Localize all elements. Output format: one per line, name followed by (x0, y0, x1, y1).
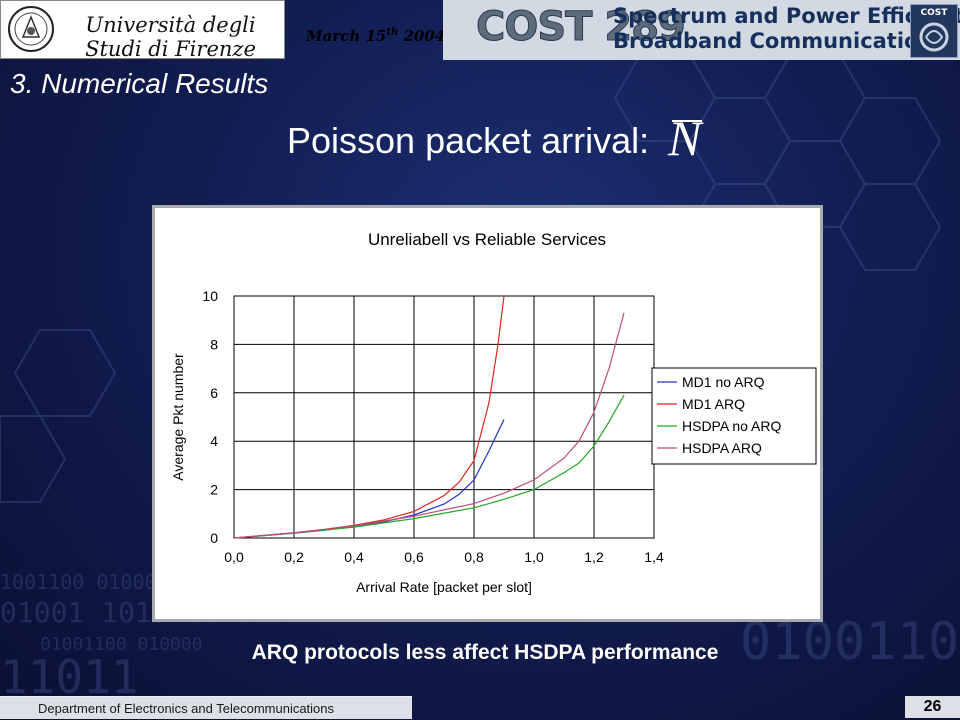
y-tick-label: 0 (210, 530, 218, 546)
cost-subtitle-line2: Broadband Communications (613, 29, 946, 53)
cost-banner: COST 289 Spectrum and Power Efficient Br… (443, 0, 960, 60)
slide-title: Poisson packet arrival: (287, 120, 650, 161)
cost-subtitle-line1: Spectrum and Power Efficient (613, 4, 960, 28)
cost-emblem-icon (919, 22, 949, 52)
presentation-date: March 15th 2004 (306, 27, 445, 45)
slide-caption: ARQ protocols less affect HSDPA performa… (251, 641, 719, 664)
date-month-day: March 15 (306, 27, 387, 45)
background-binary-text: 0100110 (740, 612, 960, 672)
y-tick-label: 4 (210, 433, 218, 449)
cost-title: COST 289 (476, 4, 687, 51)
section-title: 3. Numerical Results (10, 68, 269, 99)
legend-entry: HSDPA ARQ (682, 440, 762, 456)
date-ordinal: th (386, 27, 399, 38)
series-line-1 (233, 419, 505, 539)
x-tick-label: 1,4 (644, 549, 664, 565)
y-tick-label: 8 (210, 336, 218, 352)
x-tick-label: 0,2 (284, 549, 304, 565)
page-number: 26 (923, 698, 942, 715)
university-seal-icon (8, 6, 54, 52)
title-variable: N (668, 110, 702, 166)
cost-badge: COST (910, 4, 958, 58)
footer-bar: Department of Electronics and Telecommun… (0, 696, 412, 719)
legend-box (651, 367, 817, 465)
legend-entry: MD1 ARQ (682, 396, 745, 412)
university-logo: Università degli Studi di Firenze (0, 0, 285, 61)
line-chart: Unreliabell vs Reliable Services 0,0 0,2 0,… (170, 230, 817, 595)
x-tick-label: 1,2 (584, 549, 604, 565)
footer-department: Department of Electronics and Telecommun… (38, 701, 335, 716)
x-tick-label: 0,6 (404, 549, 424, 565)
x-tick-label: 0,0 (224, 549, 244, 565)
chart-frame: Unreliabell vs Reliable Services 0,0 0,2 0,… (152, 205, 823, 622)
university-name: Università degli Studi di Firenze (85, 13, 256, 61)
series-line-3 (233, 394, 625, 539)
page-number-box: 26 (905, 696, 960, 718)
y-axis-label: Average Pkt number (170, 353, 186, 481)
legend-entry: MD1 no ARQ (682, 374, 765, 390)
y-tick-label: 10 (202, 288, 218, 304)
y-tick-label: 6 (210, 385, 218, 401)
chart-title: Unreliabell vs Reliable Services (368, 230, 606, 249)
x-tick-label: 0,8 (464, 549, 484, 565)
cost-badge-label: COST (920, 8, 948, 18)
legend-entry: HSDPA no ARQ (682, 418, 781, 434)
background-binary-text: 01001100 010000 (40, 634, 203, 655)
x-tick-label: 1,0 (524, 549, 544, 565)
x-tick-label: 0,4 (344, 549, 364, 565)
background-binary-text: 11011 (0, 650, 139, 704)
series-line-4 (233, 312, 625, 539)
title-variable-overbar (672, 120, 702, 122)
y-tick-label: 2 (210, 482, 218, 498)
x-axis-label: Arrival Rate [packet per slot] (356, 579, 532, 595)
series-line-2 (233, 295, 505, 539)
date-year: 2004 (398, 27, 446, 45)
